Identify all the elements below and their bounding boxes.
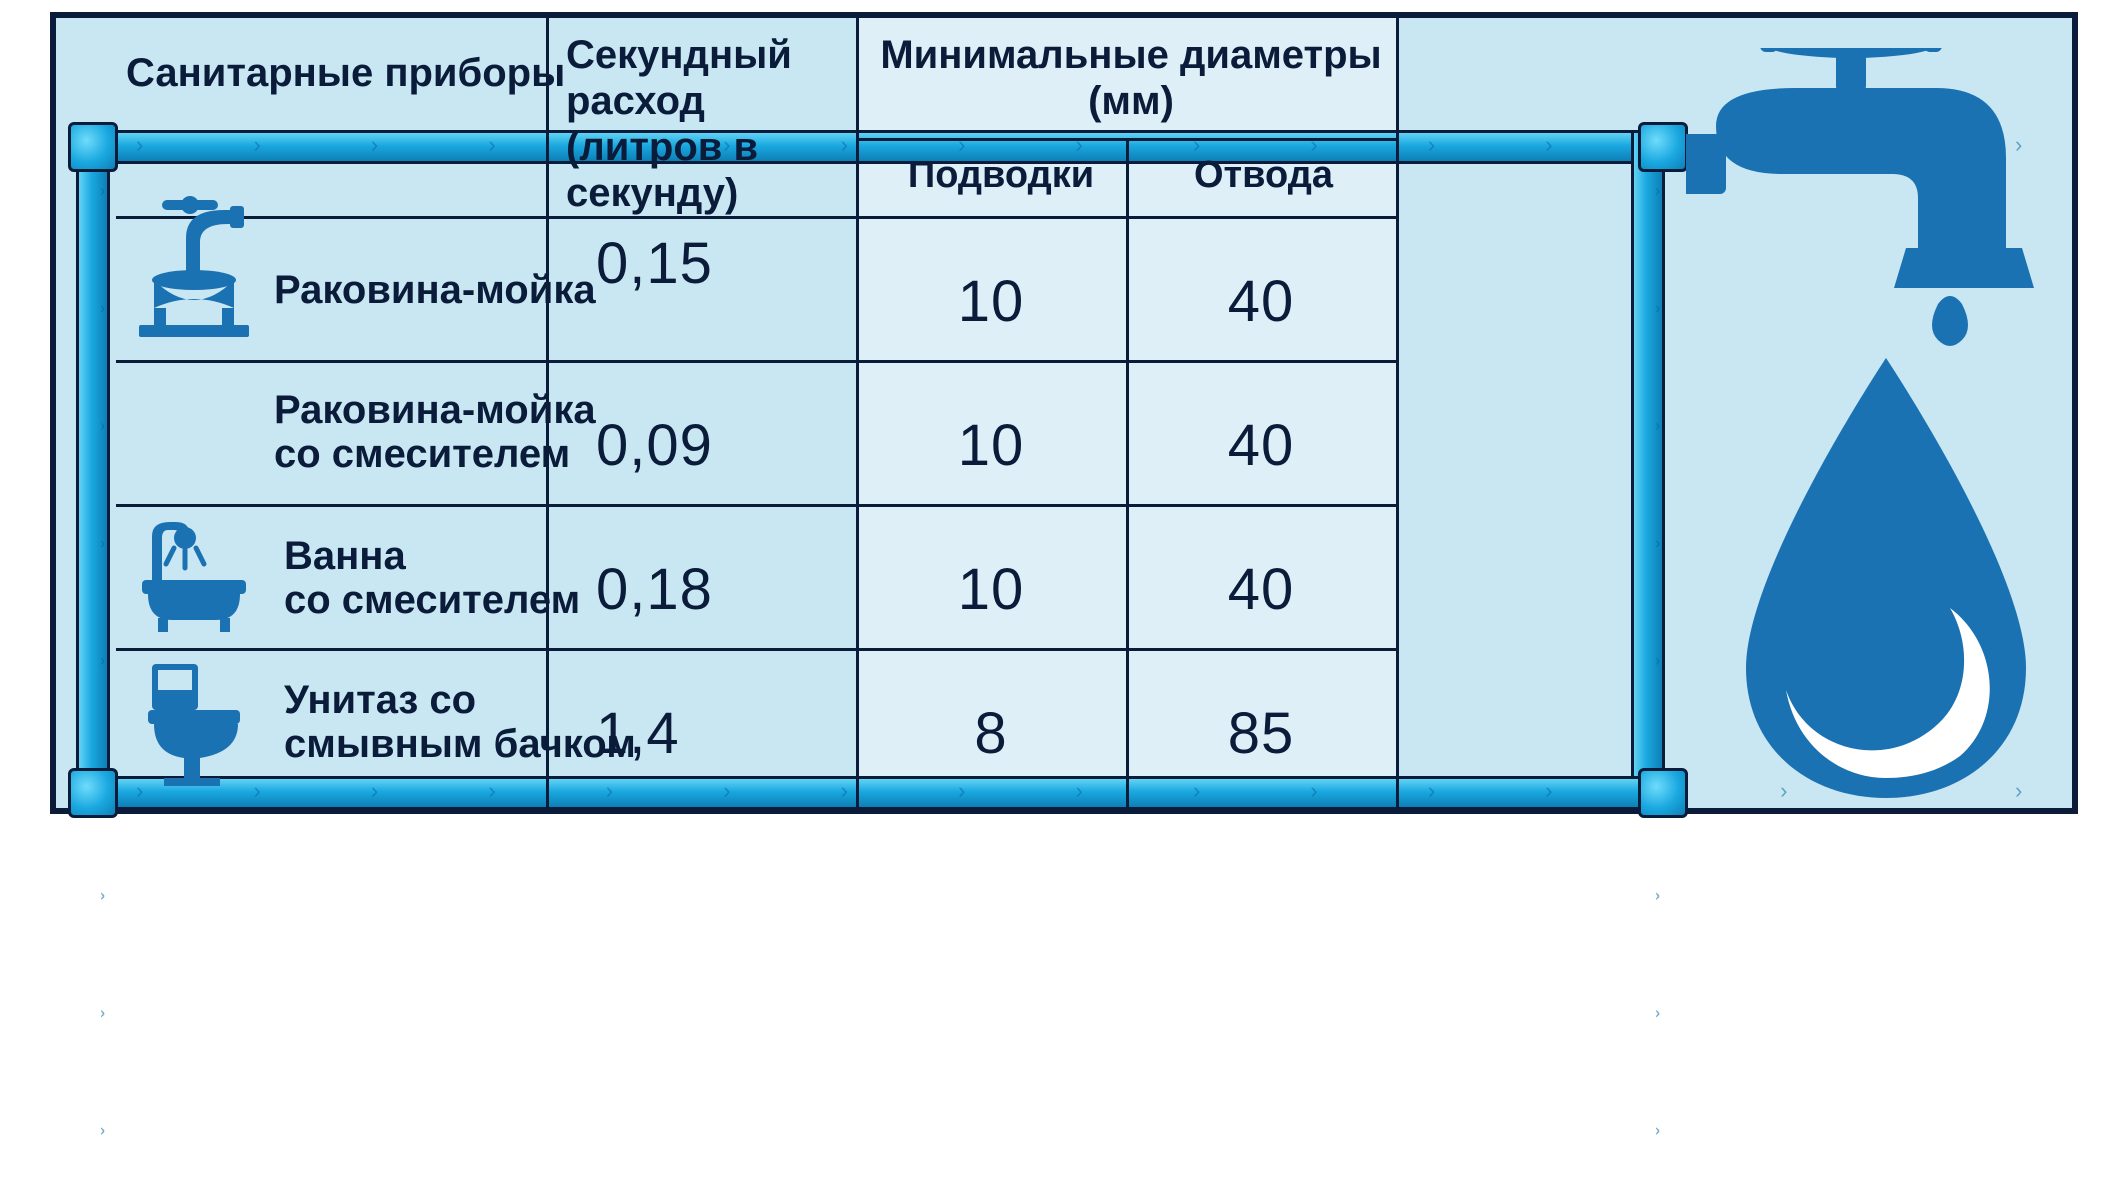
pipe-left (76, 130, 110, 810)
row2-supply: 10 (856, 412, 1126, 479)
faucet-art-icon (1686, 48, 2066, 378)
row3-drain: 40 (1126, 556, 1396, 623)
row2-drain: 40 (1126, 412, 1396, 479)
gridline-r0 (116, 216, 1396, 219)
water-drop-icon (1736, 358, 2036, 798)
row3-label: Ванна со смесителем (284, 534, 580, 622)
row2-label: Раковина-мойка со смесителем (274, 388, 596, 476)
gridline-r1a (116, 360, 549, 363)
toilet-icon (134, 658, 254, 788)
row2-flow: 0,09 (566, 412, 846, 479)
gridline-r2 (116, 504, 1396, 507)
bathtub-icon (134, 518, 254, 638)
subheader-drain: Отвода (1141, 154, 1386, 197)
header-fixtures: Санитарные приборы (126, 50, 565, 96)
infographic-frame: › › › › › › › › › › › › › › › › › › › › … (50, 12, 2078, 814)
pipe-joint-br (1638, 768, 1688, 818)
row4-flow: 1,4 (566, 700, 846, 767)
row4-supply: 8 (856, 700, 1126, 767)
subheader-supply: Подводки (886, 154, 1116, 197)
row1-drain: 40 (1126, 268, 1396, 335)
gridline-r1b (546, 360, 1396, 363)
row1-flow: 0,15 (566, 230, 846, 297)
gridline-r3 (116, 648, 1396, 651)
pipe-joint-tr (1638, 122, 1688, 172)
pipe-top (91, 130, 1651, 164)
row1-supply: 10 (856, 268, 1126, 335)
row3-flow: 0,18 (566, 556, 846, 623)
pipe-right (1631, 130, 1665, 810)
row3-supply: 10 (856, 556, 1126, 623)
gridline-v4 (1396, 18, 1399, 808)
pipe-joint-bl (68, 768, 118, 818)
sink-faucet-icon (134, 190, 254, 340)
row4-drain: 85 (1126, 700, 1396, 767)
gridline-header-sub (856, 138, 1396, 141)
header-min-dia: Минимальные диаметры (мм) (876, 32, 1386, 124)
header-flow: Секундный расход (литров в секунду) (566, 32, 846, 216)
pipe-bottom (91, 776, 1651, 810)
pipe-joint-tl (68, 122, 118, 172)
row1-label: Раковина-мойка (274, 268, 596, 312)
